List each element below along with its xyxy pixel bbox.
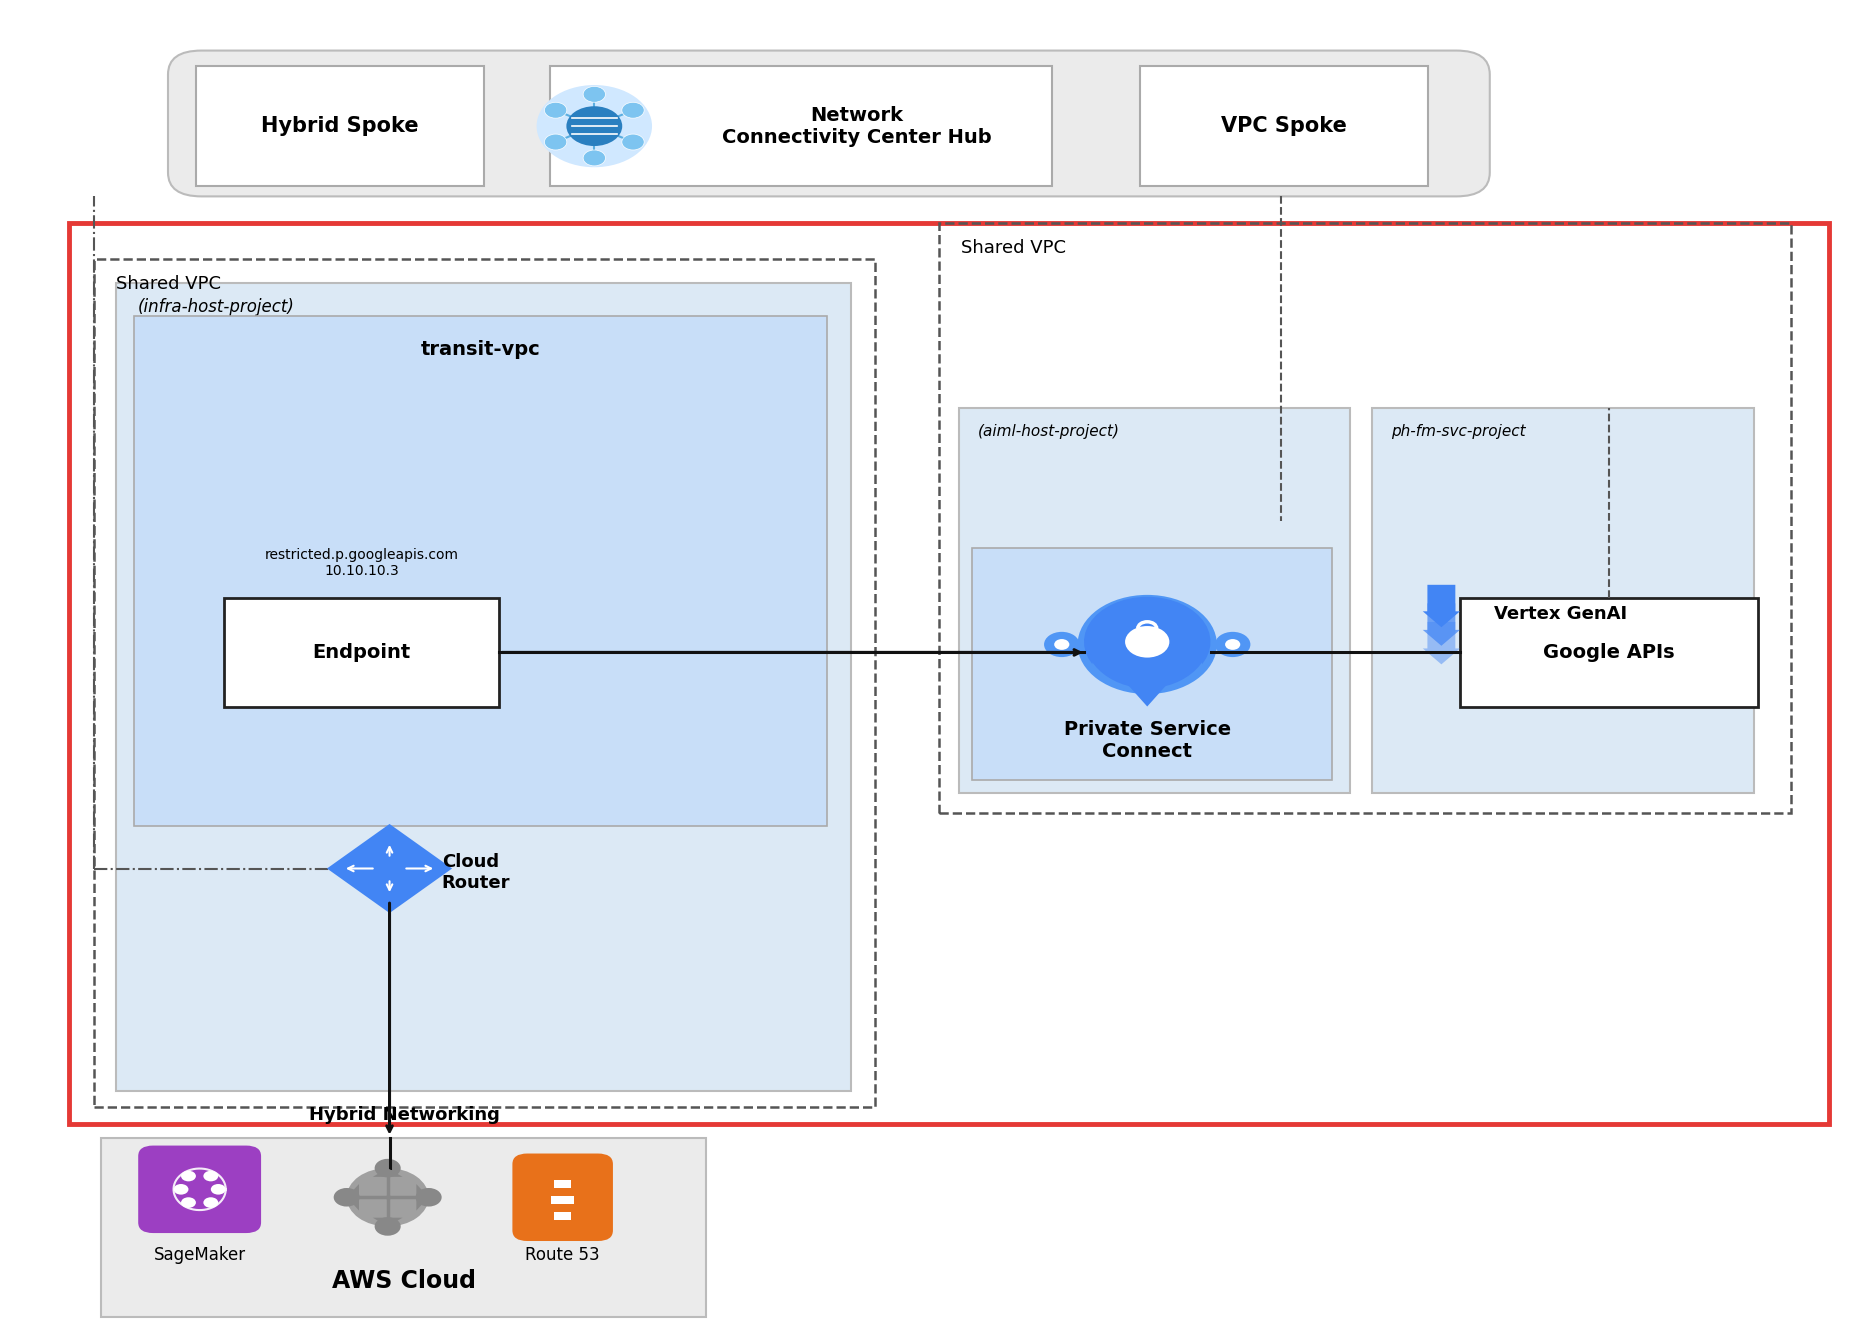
- Circle shape: [1126, 626, 1169, 658]
- Circle shape: [333, 1189, 359, 1206]
- Bar: [196, 67, 484, 185]
- Text: ⚡: ⚡: [1143, 632, 1152, 647]
- Polygon shape: [372, 1218, 402, 1226]
- Text: (aiml-host-project): (aiml-host-project): [978, 424, 1120, 439]
- Circle shape: [415, 1189, 441, 1206]
- Circle shape: [544, 135, 567, 149]
- Text: aiml-vpc: aiml-vpc: [1109, 655, 1195, 672]
- Circle shape: [204, 1171, 219, 1182]
- Circle shape: [346, 1169, 428, 1226]
- FancyArrow shape: [554, 1181, 570, 1189]
- Circle shape: [623, 103, 643, 119]
- Bar: [939, 223, 1791, 812]
- Bar: [1141, 67, 1429, 185]
- Text: Vertex GenAI: Vertex GenAI: [1494, 606, 1627, 623]
- Text: Route 53: Route 53: [525, 1246, 600, 1263]
- Bar: [101, 1138, 707, 1317]
- Text: Shared VPC: Shared VPC: [116, 275, 221, 292]
- Circle shape: [374, 1217, 400, 1235]
- Bar: [94, 259, 875, 1107]
- Bar: [116, 283, 851, 1091]
- Bar: [972, 548, 1331, 779]
- Bar: [1460, 598, 1758, 707]
- Circle shape: [583, 149, 606, 165]
- Text: Google APIs: Google APIs: [1543, 643, 1676, 662]
- Circle shape: [174, 1185, 189, 1195]
- Text: Cloud
Router: Cloud Router: [441, 852, 511, 892]
- Circle shape: [1077, 595, 1217, 694]
- Text: restricted.p.googleapis.com
10.10.10.3: restricted.p.googleapis.com 10.10.10.3: [266, 548, 458, 578]
- FancyArrow shape: [552, 1197, 574, 1203]
- Circle shape: [583, 87, 606, 103]
- Circle shape: [181, 1198, 196, 1207]
- Text: Network
Connectivity Center Hub: Network Connectivity Center Hub: [722, 105, 991, 147]
- Polygon shape: [346, 1185, 359, 1210]
- FancyArrow shape: [1423, 622, 1460, 664]
- Text: (infra-host-project): (infra-host-project): [138, 299, 295, 316]
- Bar: [959, 408, 1350, 792]
- Polygon shape: [372, 1169, 402, 1177]
- Text: SageMaker: SageMaker: [153, 1246, 245, 1263]
- Circle shape: [567, 107, 623, 145]
- Text: Private Service
Connect: Private Service Connect: [1064, 720, 1230, 760]
- Bar: [69, 223, 1829, 1125]
- Circle shape: [374, 1159, 400, 1178]
- Bar: [224, 598, 499, 707]
- Polygon shape: [1103, 656, 1191, 707]
- Circle shape: [211, 1185, 226, 1195]
- Text: VPC Spoke: VPC Spoke: [1221, 116, 1346, 136]
- Polygon shape: [417, 1185, 428, 1210]
- Bar: [550, 67, 1053, 185]
- Text: ph-fm-svc-project: ph-fm-svc-project: [1391, 424, 1526, 439]
- Circle shape: [181, 1171, 196, 1182]
- Polygon shape: [1085, 596, 1210, 688]
- Bar: [1373, 408, 1754, 792]
- FancyArrow shape: [554, 1211, 570, 1219]
- Text: Hybrid Spoke: Hybrid Spoke: [262, 116, 419, 136]
- Polygon shape: [327, 824, 453, 912]
- Text: transit-vpc: transit-vpc: [421, 340, 540, 359]
- Bar: [135, 316, 827, 826]
- Text: AWS Cloud: AWS Cloud: [333, 1269, 477, 1293]
- Text: Hybrid Networking: Hybrid Networking: [309, 1106, 499, 1125]
- Circle shape: [1043, 632, 1079, 658]
- FancyArrow shape: [1423, 584, 1460, 627]
- Circle shape: [544, 103, 567, 119]
- Text: Shared VPC: Shared VPC: [961, 239, 1066, 257]
- Circle shape: [537, 85, 653, 167]
- FancyArrow shape: [1423, 603, 1460, 646]
- FancyBboxPatch shape: [138, 1146, 262, 1233]
- Circle shape: [623, 135, 643, 149]
- FancyBboxPatch shape: [168, 51, 1490, 196]
- Circle shape: [204, 1198, 219, 1207]
- Circle shape: [1225, 639, 1240, 650]
- FancyBboxPatch shape: [512, 1154, 613, 1241]
- Text: Endpoint: Endpoint: [312, 643, 411, 662]
- Circle shape: [1216, 632, 1251, 658]
- Circle shape: [1055, 639, 1070, 650]
